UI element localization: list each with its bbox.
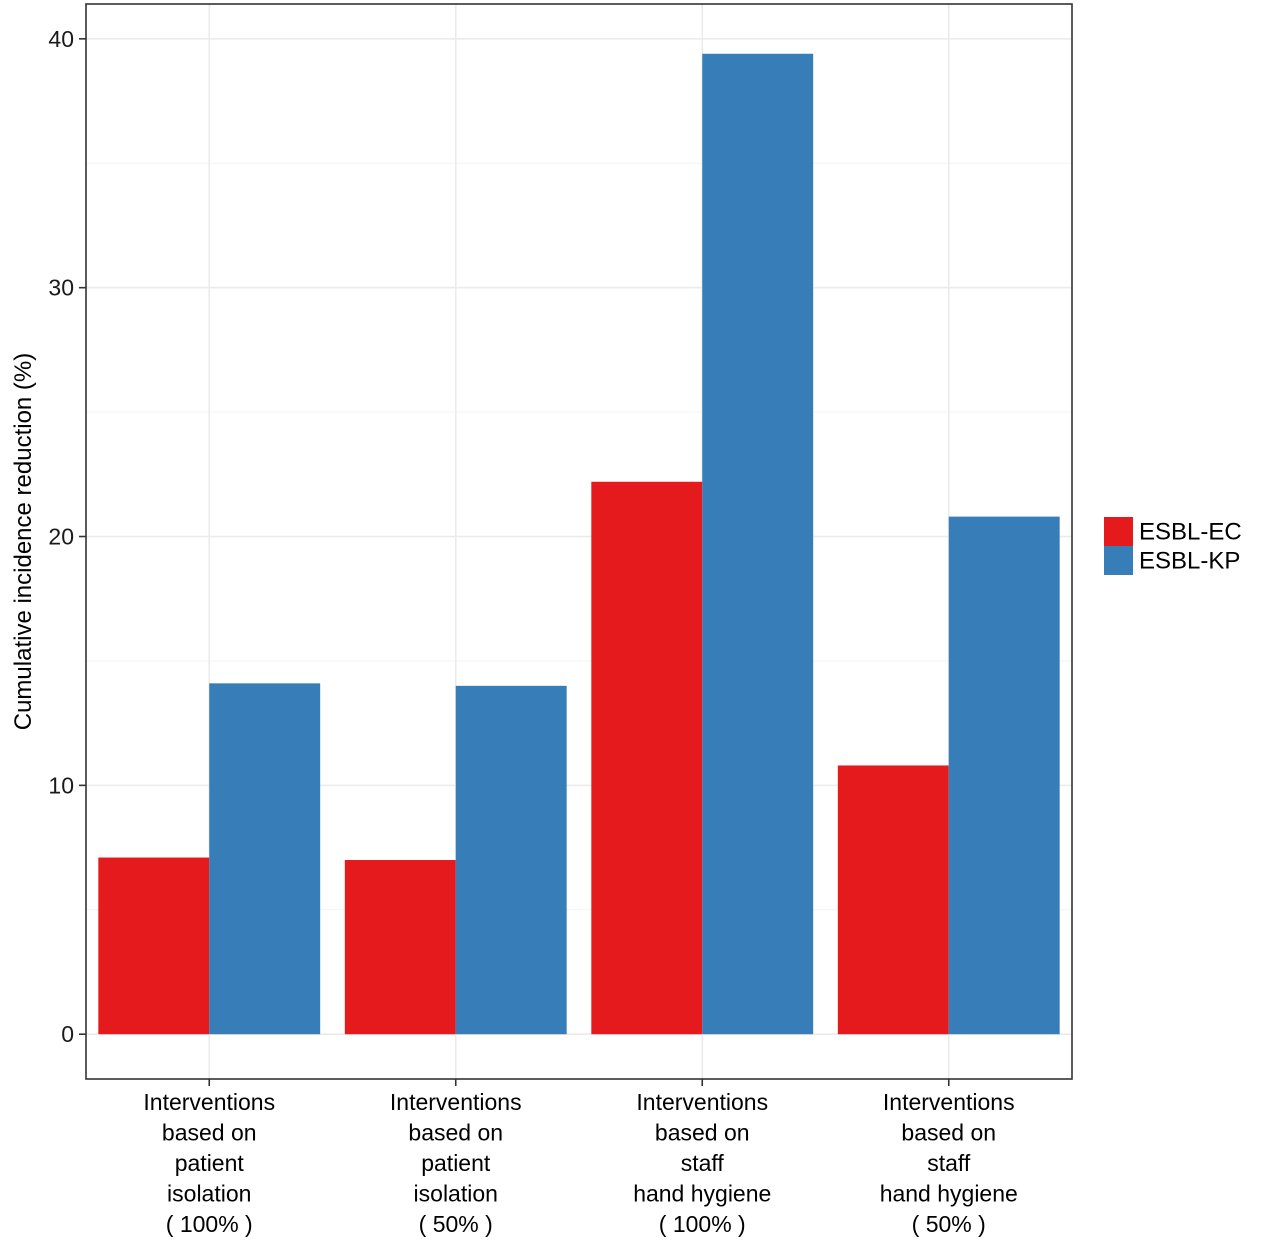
x-axis-labels: Interventions based on patient isolation( 1… [143, 1079, 1018, 1237]
y-axis-ticks: 0 10 20 30 40 [48, 26, 86, 1047]
x-tick-label: Interventions based on patient isolation( 1… [143, 1089, 275, 1237]
bars-layer [98, 53, 1060, 1035]
y-tick-label: 30 [48, 275, 74, 301]
y-axis-title: Cumulative incidence reduction (%) [10, 353, 37, 731]
bar-esbl-kp-1 [209, 683, 321, 1035]
bar-esbl-ec-1 [98, 857, 210, 1035]
x-tick-label: Interventions based on patient isolation( 5… [390, 1089, 522, 1237]
y-tick-label: 10 [48, 772, 74, 798]
legend-label: ESBL-EC [1139, 519, 1242, 546]
bar-esbl-ec-2 [344, 860, 456, 1035]
x-tick-label: Interventions based on staff hand hygiene( … [633, 1089, 771, 1237]
panel-border [85, 3, 1073, 1080]
x-tick-label: Interventions based on staff hand hygiene( … [880, 1089, 1018, 1237]
bar-esbl-kp-4 [948, 516, 1060, 1035]
bar-esbl-ec-3 [591, 481, 703, 1035]
bar-esbl-ec-4 [837, 765, 949, 1035]
legend-label: ESBL-KP [1139, 548, 1240, 575]
legend-key-esbl-kp [1104, 546, 1133, 575]
y-tick-label: 20 [48, 524, 74, 550]
bar-esbl-kp-2 [455, 685, 567, 1035]
y-tick-label: 40 [48, 26, 74, 52]
legend-key-esbl-ec [1104, 517, 1133, 546]
y-tick-label: 0 [61, 1021, 74, 1047]
bar-esbl-kp-3 [702, 53, 814, 1035]
